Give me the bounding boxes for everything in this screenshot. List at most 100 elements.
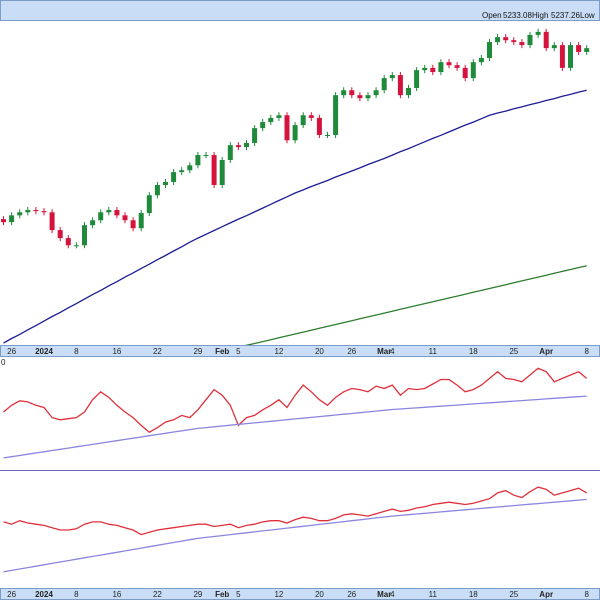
candle-body bbox=[146, 195, 152, 214]
candle-body bbox=[487, 42, 492, 59]
x-tick-label: 26 bbox=[347, 347, 356, 356]
candle-body bbox=[333, 95, 339, 135]
candle-body bbox=[511, 40, 517, 43]
candle-body bbox=[349, 90, 355, 96]
candle-body bbox=[171, 172, 177, 182]
candle-body bbox=[503, 37, 509, 41]
candle-body bbox=[365, 95, 371, 99]
x-tick-label: 11 bbox=[429, 590, 438, 599]
x-tick-label: 12 bbox=[274, 347, 283, 356]
x-tick-label: 11 bbox=[429, 347, 438, 356]
candle-body bbox=[252, 128, 258, 143]
candle-body bbox=[114, 210, 120, 216]
candle-body bbox=[551, 45, 557, 49]
candle-body bbox=[357, 95, 363, 99]
candle-body bbox=[341, 90, 347, 96]
x-tick-label: Feb bbox=[215, 590, 229, 599]
candle-body bbox=[576, 45, 582, 52]
candle-body bbox=[276, 115, 282, 118]
candle-body bbox=[268, 117, 274, 123]
candle-body bbox=[90, 220, 96, 226]
candle-body bbox=[1, 219, 6, 223]
line-series bbox=[3, 395, 587, 459]
x-tick-label: 18 bbox=[469, 590, 478, 599]
x-tick-label: 16 bbox=[112, 347, 121, 356]
header: Open 5233.08 High 5237.26 Low bbox=[0, 0, 600, 21]
candle-body bbox=[154, 185, 160, 196]
x-tick-label: 2024 bbox=[35, 347, 53, 356]
x-tick-label: 26 bbox=[7, 347, 16, 356]
x-tick-label: 8 bbox=[74, 347, 79, 356]
x-tick-label: 16 bbox=[112, 590, 121, 599]
candle-body bbox=[57, 230, 63, 239]
candle-body bbox=[33, 210, 39, 212]
indicator-panel bbox=[3, 367, 588, 459]
x-tick-label: Mar bbox=[377, 347, 391, 356]
indicator-panel bbox=[3, 486, 588, 573]
x-tick-label: 26 bbox=[347, 590, 356, 599]
candle-body bbox=[163, 181, 168, 185]
x-tick-label: 25 bbox=[509, 590, 518, 599]
x-tick-label: Feb bbox=[215, 347, 229, 356]
candle-body bbox=[65, 238, 71, 246]
x-tick-label: 8 bbox=[584, 347, 589, 356]
candle-body bbox=[244, 142, 249, 148]
low-label: Low bbox=[580, 11, 595, 20]
candle-body bbox=[584, 48, 590, 52]
x-tick-label: 25 bbox=[509, 347, 518, 356]
candle-body bbox=[138, 213, 144, 229]
open-value: 5233.08 bbox=[503, 11, 532, 20]
open-label: Open bbox=[482, 11, 502, 20]
line-series bbox=[3, 498, 587, 573]
candle-body bbox=[559, 45, 565, 68]
line-series bbox=[3, 486, 588, 536]
x-tick-label: 8 bbox=[584, 590, 589, 599]
x-tick-label: 4 bbox=[390, 347, 395, 356]
x-tick-label: 4 bbox=[390, 590, 395, 599]
x-tick-label: 20 bbox=[315, 347, 324, 356]
x-tick-label: 26 bbox=[7, 590, 16, 599]
candle-body bbox=[17, 212, 23, 216]
candle-body bbox=[543, 31, 549, 49]
candle-body bbox=[568, 45, 573, 68]
candle-body bbox=[203, 155, 209, 157]
line-series bbox=[244, 265, 587, 345]
candle-body bbox=[211, 155, 217, 185]
panel-corner-label: 0 bbox=[1, 358, 6, 367]
candle-body bbox=[73, 245, 79, 247]
candle-body bbox=[195, 155, 201, 166]
x-tick-label: 22 bbox=[153, 347, 162, 356]
candle-body bbox=[381, 78, 387, 91]
x-tick-label: 29 bbox=[193, 590, 202, 599]
x-tick-label: 8 bbox=[74, 590, 79, 599]
candle-body bbox=[535, 31, 541, 35]
candle-body bbox=[227, 145, 233, 160]
x-tick-label: 2024 bbox=[35, 590, 53, 599]
high-value: 5237.26 bbox=[551, 11, 580, 20]
line-series bbox=[3, 367, 588, 433]
x-tick-label: 20 bbox=[315, 590, 324, 599]
candle-body bbox=[284, 115, 290, 141]
candle-body bbox=[292, 125, 298, 141]
candle-body bbox=[422, 67, 428, 71]
candle-body bbox=[235, 145, 241, 148]
candle-body bbox=[25, 210, 31, 213]
x-tick-label: Apr bbox=[539, 347, 553, 356]
x-tick-label: 12 bbox=[274, 590, 283, 599]
candle-body bbox=[49, 212, 55, 231]
x-tick-label: 5 bbox=[236, 590, 241, 599]
candle-body bbox=[438, 62, 444, 73]
candle-body bbox=[260, 122, 266, 129]
candle-body bbox=[373, 90, 379, 96]
candle-body bbox=[478, 58, 484, 63]
candle-body bbox=[519, 42, 525, 46]
candle-body bbox=[397, 75, 403, 96]
candle-body bbox=[389, 75, 395, 79]
candle-body bbox=[316, 117, 322, 135]
candle-body bbox=[325, 134, 330, 136]
candle-body bbox=[82, 225, 87, 246]
